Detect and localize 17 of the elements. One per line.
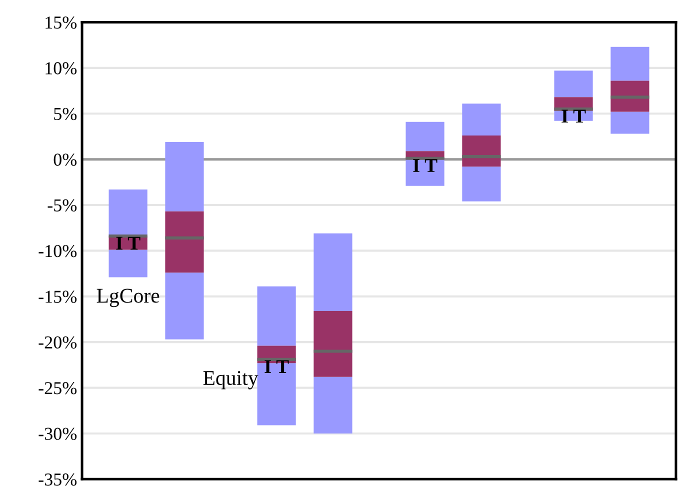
y-tick-label: 0% <box>54 154 77 166</box>
y-tick-label: 15% <box>46 16 77 29</box>
annotation: I T <box>116 236 140 250</box>
y-tick-label: -20% <box>38 336 77 349</box>
y-tick-label: -25% <box>38 382 77 394</box>
annotation: LgCore <box>96 288 160 308</box>
y-tick-label: -10% <box>38 244 77 258</box>
annotation: I T <box>562 110 586 123</box>
y-tick-label: -5% <box>48 199 77 212</box>
y-tick-label: -35% <box>38 473 77 486</box>
y-tick-label: -30% <box>38 428 77 440</box>
y-tick-label: -15% <box>38 290 77 303</box>
annotation: I T <box>264 360 289 373</box>
annotation: I T <box>413 159 438 172</box>
y-tick-label: 5% <box>54 108 77 120</box>
annotation: Equity <box>203 371 258 390</box>
y-tick-label: 10% <box>46 62 77 74</box>
